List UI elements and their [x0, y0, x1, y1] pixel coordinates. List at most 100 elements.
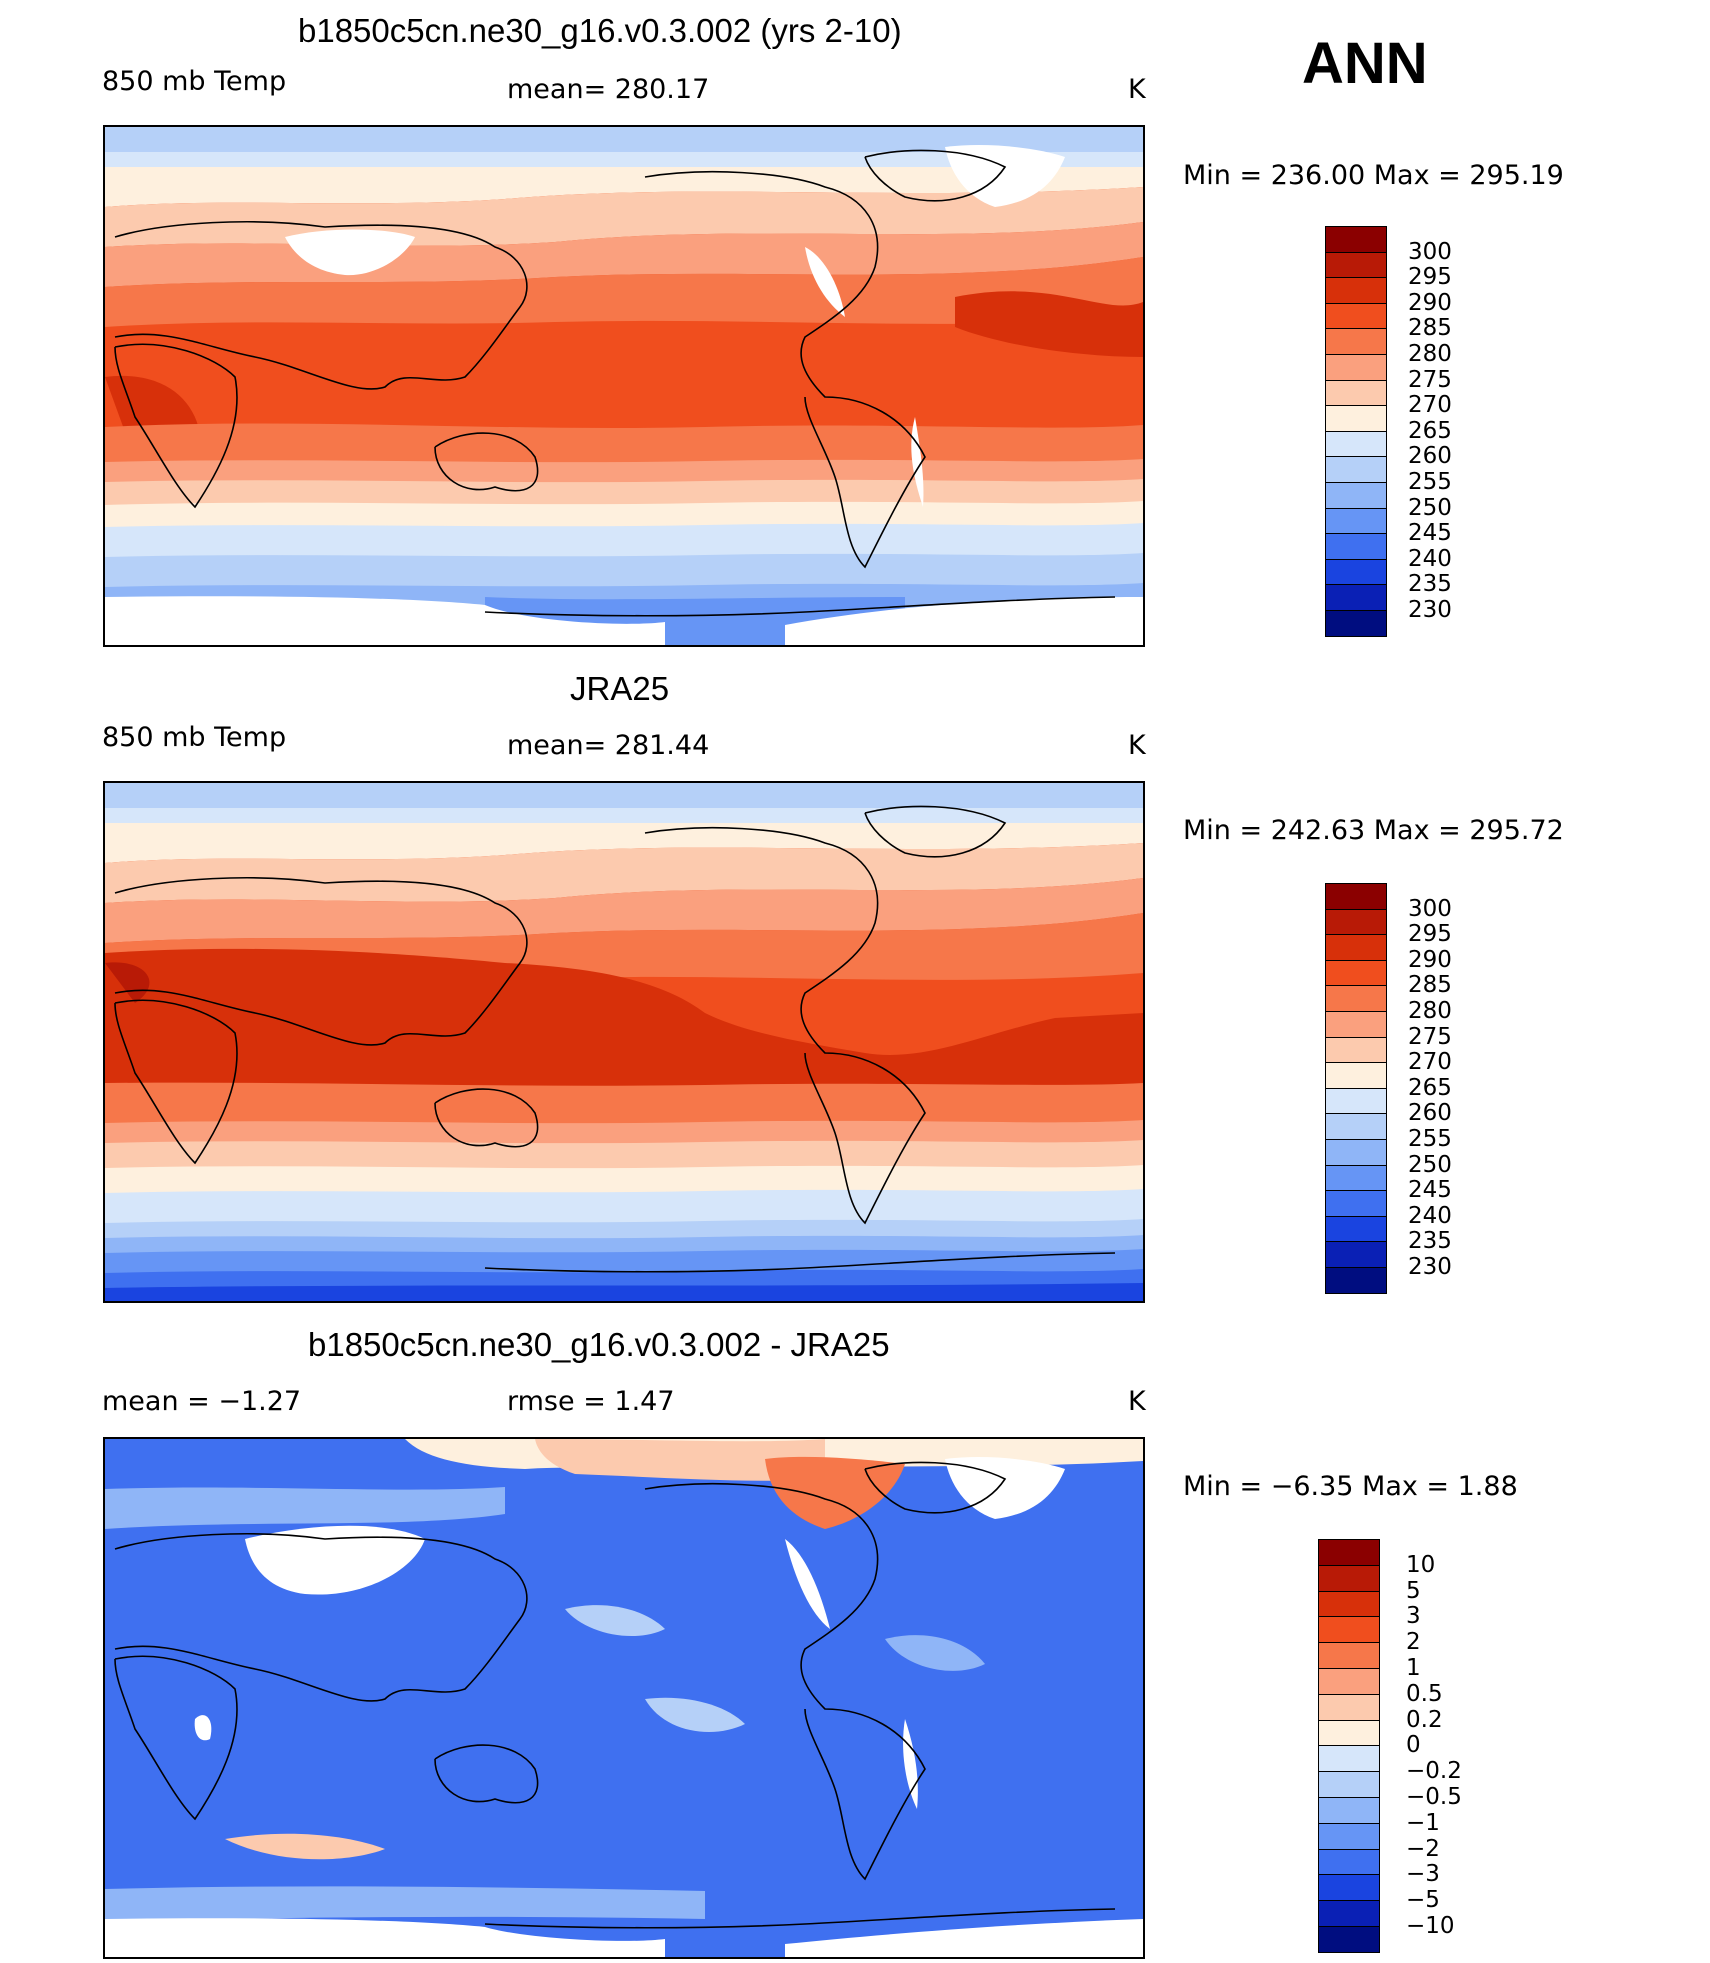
- colorbar-tick-label: −3: [1406, 1861, 1440, 1888]
- colorbar-tick-label: −2: [1406, 1835, 1440, 1862]
- colorbar-swatch: [1325, 1139, 1387, 1167]
- colorbar-tick-label: 245: [1408, 520, 1452, 547]
- units-label: K: [1128, 730, 1146, 761]
- map-canvas: [105, 1439, 1143, 1957]
- colorbar-swatch: [1325, 1113, 1387, 1141]
- colorbar-swatch: [1318, 1771, 1380, 1799]
- colorbar-swatch: [1318, 1926, 1380, 1954]
- colorbar-tick-label: 265: [1408, 417, 1452, 444]
- colorbar-swatch: [1325, 354, 1387, 382]
- colorbar-swatch: [1325, 1011, 1387, 1039]
- colorbar-tick-label: 265: [1408, 1074, 1452, 1101]
- colorbar-swatch: [1318, 1693, 1380, 1722]
- colorbar-tick-label: 10: [1406, 1551, 1436, 1578]
- colorbar-swatch: [1325, 1241, 1387, 1269]
- colorbar-obs: 300 295 290 285 280 275 270 265 260 255 250 245 240 2…: [1325, 883, 1525, 1295]
- colorbar-swatch: [1325, 610, 1387, 638]
- map-canvas: [105, 783, 1143, 1301]
- colorbar-swatch: [1318, 1616, 1380, 1644]
- colorbar-tick-label: 290: [1408, 289, 1452, 316]
- colorbar-tick-label: −5: [1406, 1887, 1440, 1914]
- colorbar-tick-label: 2: [1406, 1629, 1421, 1656]
- colorbar-swatch: [1325, 908, 1387, 936]
- colorbar-tick-label: 280: [1408, 998, 1452, 1024]
- map-obs-temperature: [103, 781, 1145, 1303]
- colorbar-swatch: [1325, 533, 1387, 561]
- colorbar-tick-label: 1: [1406, 1655, 1421, 1681]
- map-model-temperature: [103, 125, 1145, 647]
- minmax-label: Min = −6.35 Max = 1.88: [1183, 1471, 1518, 1502]
- colorbar-swatch: [1318, 1797, 1380, 1825]
- colorbar-swatch: [1325, 934, 1387, 962]
- map-difference-temperature: [103, 1437, 1145, 1959]
- colorbar-tick-label: 3: [1406, 1603, 1421, 1630]
- colorbar-tick-label: 255: [1408, 469, 1452, 495]
- colorbar-swatch: [1325, 959, 1387, 987]
- colorbar-swatch: [1325, 1062, 1387, 1090]
- colorbar-tick-label: 250: [1408, 1151, 1452, 1178]
- colorbar-swatch: [1325, 379, 1387, 407]
- mean-label: mean= 280.17: [507, 74, 710, 105]
- units-label: K: [1128, 74, 1146, 105]
- colorbar-diff: 10 5 3 2 1 0.5 0.2 0 −0.2 −0.5 −1 −2 −3 −5 −10: [1318, 1539, 1528, 1959]
- colorbar-tick-label: 270: [1408, 392, 1452, 419]
- colorbar-tick-label: 230: [1408, 1254, 1452, 1280]
- colorbar-tick-label: −0.2: [1406, 1758, 1462, 1785]
- colorbar-swatch: [1325, 430, 1387, 458]
- colorbar-swatch: [1325, 1190, 1387, 1218]
- colorbar-tick-label: 275: [1408, 366, 1452, 393]
- colorbar-swatch: [1325, 1036, 1387, 1064]
- mean-label: mean= 281.44: [507, 730, 710, 761]
- colorbar-tick-label: 240: [1408, 1202, 1452, 1229]
- colorbar-swatch: [1318, 1848, 1380, 1876]
- minmax-label: Min = 236.00 Max = 295.19: [1183, 160, 1564, 191]
- colorbar-tick-label: 260: [1408, 443, 1452, 470]
- colorbar-model: 300 295 290 285 280 275 270 265 260 255 250 245 240 2…: [1325, 226, 1525, 638]
- colorbar-swatch: [1325, 405, 1387, 433]
- colorbar-tick-label: −10: [1406, 1913, 1455, 1939]
- colorbar-tick-label: 230: [1408, 597, 1452, 623]
- colorbar-tick-label: 0.2: [1406, 1706, 1443, 1733]
- colorbar-tick-label: −0.5: [1406, 1784, 1462, 1810]
- colorbar-swatch: [1318, 1719, 1380, 1747]
- colorbar-swatch: [1325, 251, 1387, 279]
- colorbar-tick-label: 260: [1408, 1100, 1452, 1127]
- colorbar-swatch: [1325, 482, 1387, 510]
- colorbar-tick-label: −1: [1406, 1809, 1440, 1836]
- colorbar-tick-label: 245: [1408, 1177, 1452, 1204]
- colorbar-tick-label: 300: [1408, 895, 1452, 922]
- colorbar-swatch: [1318, 1564, 1380, 1593]
- colorbar-tick-label: 270: [1408, 1049, 1452, 1076]
- colorbar-swatch: [1325, 1164, 1387, 1192]
- colorbar-swatch: [1325, 1087, 1387, 1115]
- colorbar-tick-label: 0.5: [1406, 1680, 1443, 1707]
- colorbar-tick-label: 250: [1408, 494, 1452, 521]
- colorbar-tick-label: 275: [1408, 1023, 1452, 1050]
- colorbar-swatch: [1325, 883, 1387, 911]
- colorbar-swatch: [1318, 1642, 1380, 1670]
- colorbar-tick-label: 280: [1408, 341, 1452, 367]
- variable-label: 850 mb Temp: [102, 722, 287, 753]
- mean-label: mean = −1.27: [102, 1386, 302, 1417]
- colorbar-swatch: [1325, 1267, 1387, 1295]
- colorbar-swatch: [1325, 277, 1387, 305]
- colorbar-tick-label: 235: [1408, 1228, 1452, 1255]
- colorbar-tick-label: 285: [1408, 972, 1452, 999]
- season-label: ANN: [1302, 31, 1428, 96]
- panel-title-obs: JRA25: [570, 670, 670, 707]
- colorbar-swatch: [1318, 1874, 1380, 1902]
- colorbar-tick-label: 295: [1408, 921, 1452, 948]
- colorbar-tick-label: 240: [1408, 545, 1452, 572]
- colorbar-swatch: [1318, 1745, 1380, 1773]
- panel-title-model: b1850c5cn.ne30_g16.v0.3.002 (yrs 2-10): [298, 12, 902, 49]
- colorbar-swatch: [1318, 1900, 1380, 1928]
- colorbar-swatch: [1318, 1539, 1380, 1567]
- map-canvas: [105, 127, 1143, 645]
- colorbar-swatch: [1325, 558, 1387, 586]
- colorbar-tick-label: 295: [1408, 264, 1452, 291]
- units-label: K: [1128, 1386, 1146, 1417]
- colorbar-tick-label: 5: [1406, 1577, 1421, 1604]
- colorbar-swatch: [1318, 1822, 1380, 1851]
- colorbar-swatch: [1325, 456, 1387, 484]
- colorbar-tick-label: 235: [1408, 571, 1452, 598]
